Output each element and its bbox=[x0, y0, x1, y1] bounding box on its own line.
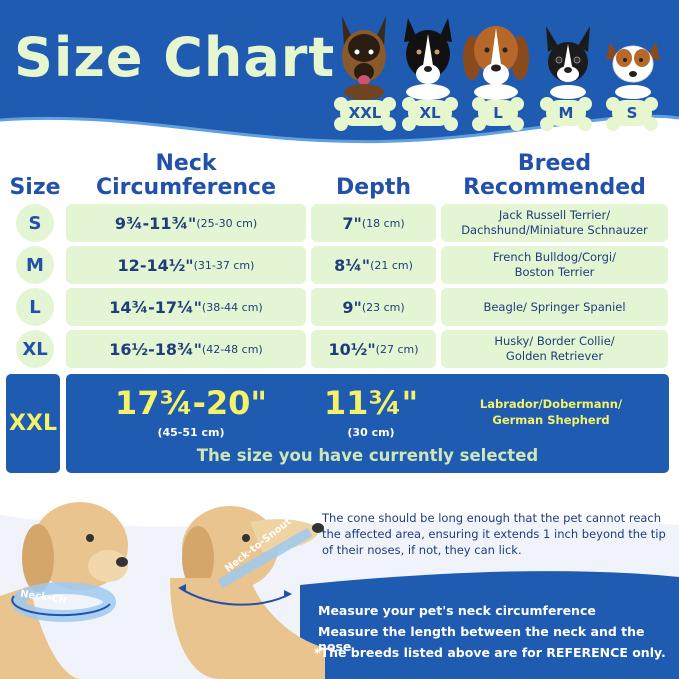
neck-value-xxl: 17¾-20" bbox=[114, 384, 268, 422]
neck-cell-xl: 16½-18¾" (42-48 cm) bbox=[66, 330, 306, 368]
neck-value-l: 14¾-17¼" bbox=[109, 297, 202, 317]
col-header-breed-line2: Recommended bbox=[463, 175, 646, 200]
depth-value-l: 9" bbox=[342, 297, 362, 317]
neck-cell-m: 12-14½" (31-37 cm) bbox=[66, 246, 306, 284]
depth-cm-s: (18 cm) bbox=[361, 216, 405, 230]
breed-m-line2: Boston Terrier bbox=[514, 265, 595, 279]
size-bone-xl: XL bbox=[402, 97, 458, 126]
breed-reference-disclaimer: *The breeds listed above are for REFEREN… bbox=[314, 645, 666, 660]
neck-value-s: 9¾-11¾" bbox=[114, 213, 197, 233]
german-shepherd-icon bbox=[342, 16, 386, 100]
depth-cell-s: 7" (18 cm) bbox=[311, 204, 436, 242]
dog-neck-to-snout-illustration bbox=[170, 506, 325, 679]
size-s-badge: S bbox=[16, 204, 54, 242]
breed-cell-s: Jack Russell Terrier/ Dachshund/Miniatur… bbox=[441, 204, 668, 242]
breed-s-line2: Dachshund/Miniature Schnauzer bbox=[461, 223, 648, 237]
breed-cell-m: French Bulldog/Corgi/ Boston Terrier bbox=[441, 246, 668, 284]
depth-cell-l: 9" (23 cm) bbox=[311, 288, 436, 326]
page-title: Size Chart bbox=[14, 26, 336, 89]
depth-cm-m: (21 cm) bbox=[370, 258, 413, 272]
depth-cm-xxl: (30 cm) bbox=[347, 426, 395, 439]
breed-xxl-line1: Labrador/Dobermann/ bbox=[479, 397, 623, 411]
neck-cell-l: 14¾-17¼" (38-44 cm) bbox=[66, 288, 306, 326]
breed-s-line1: Jack Russell Terrier/ bbox=[498, 208, 611, 222]
neck-cm-s: (25-30 cm) bbox=[196, 216, 258, 230]
depth-value-m: 8¼" bbox=[334, 255, 371, 275]
boston-terrier-icon bbox=[546, 26, 590, 99]
breed-cell-xxl: Labrador/Dobermann/ German Shepherd bbox=[466, 396, 636, 428]
header-banner: Size Chart bbox=[0, 0, 679, 150]
neck-cm-m: (31-37 cm) bbox=[193, 258, 255, 272]
neck-value-xl: 16½-18¾" bbox=[109, 339, 202, 359]
breed-l-line1: Beagle/ Springer Spaniel bbox=[483, 299, 626, 314]
depth-cm-xl: (27 cm) bbox=[375, 342, 419, 356]
instruction-neck-circumference: Measure your pet's neck circumference bbox=[318, 603, 596, 618]
size-xxl-badge: XXL bbox=[6, 374, 60, 473]
jack-russell-icon bbox=[606, 42, 660, 99]
neck-cell-s: 9¾-11¾" (25-30 cm) bbox=[66, 204, 306, 242]
col-header-breed: Breed Recommended bbox=[441, 152, 668, 200]
size-bone-l: L bbox=[472, 97, 524, 126]
depth-cell-m: 8¼" (21 cm) bbox=[311, 246, 436, 284]
col-header-neck: Neck Circumference bbox=[66, 152, 306, 200]
col-header-size: Size bbox=[9, 175, 61, 200]
col-header-neck-line1: Neck bbox=[155, 151, 217, 176]
breed-m-line1: French Bulldog/Corgi/ bbox=[493, 250, 616, 264]
puppy-neck-measure-illustration bbox=[0, 502, 128, 679]
breed-xl-line1: Husky/ Border Collie/ bbox=[494, 334, 615, 348]
border-collie-icon bbox=[404, 18, 452, 100]
depth-cm-l: (23 cm) bbox=[361, 300, 405, 314]
breed-cell-l: Beagle/ Springer Spaniel bbox=[441, 288, 668, 326]
size-bone-s: S bbox=[606, 97, 658, 126]
col-header-neck-line2: Circumference bbox=[95, 175, 277, 200]
neck-value-m: 12-14½" bbox=[117, 255, 194, 275]
depth-value-xl: 10½" bbox=[328, 339, 376, 359]
size-l-badge: L bbox=[16, 288, 54, 326]
size-xl-badge: XL bbox=[16, 330, 54, 368]
breed-xl-line2: Golden Retriever bbox=[505, 349, 604, 363]
selected-size-note: The size you have currently selected bbox=[196, 446, 539, 465]
neck-cm-xxl: (45-51 cm) bbox=[157, 426, 225, 439]
size-m-badge: M bbox=[16, 246, 54, 284]
depth-cell-xl: 10½" (27 cm) bbox=[311, 330, 436, 368]
neck-cm-l: (38-44 cm) bbox=[201, 300, 263, 314]
selected-size-row: 17¾-20" (45-51 cm) 11¾" (30 cm) Labrador… bbox=[66, 374, 669, 473]
breed-cell-xl: Husky/ Border Collie/ Golden Retriever bbox=[441, 330, 668, 368]
size-bone-m: M bbox=[540, 97, 592, 126]
cone-length-note: The cone should be long enough that the … bbox=[322, 511, 666, 557]
beagle-icon bbox=[463, 26, 529, 100]
breed-xxl-line2: German Shepherd bbox=[492, 413, 610, 427]
depth-value-s: 7" bbox=[342, 213, 362, 233]
neck-cm-xl: (42-48 cm) bbox=[201, 342, 263, 356]
col-header-breed-line1: Breed bbox=[517, 151, 592, 176]
header-dogs: XXL XL L M S bbox=[332, 8, 672, 128]
depth-value-xxl: 11¾" bbox=[323, 384, 419, 422]
instruction-neck-to-nose: Measure the length between the neck and … bbox=[318, 624, 645, 654]
size-bone-xxl: XXL bbox=[334, 97, 396, 126]
col-header-depth: Depth bbox=[335, 175, 412, 200]
